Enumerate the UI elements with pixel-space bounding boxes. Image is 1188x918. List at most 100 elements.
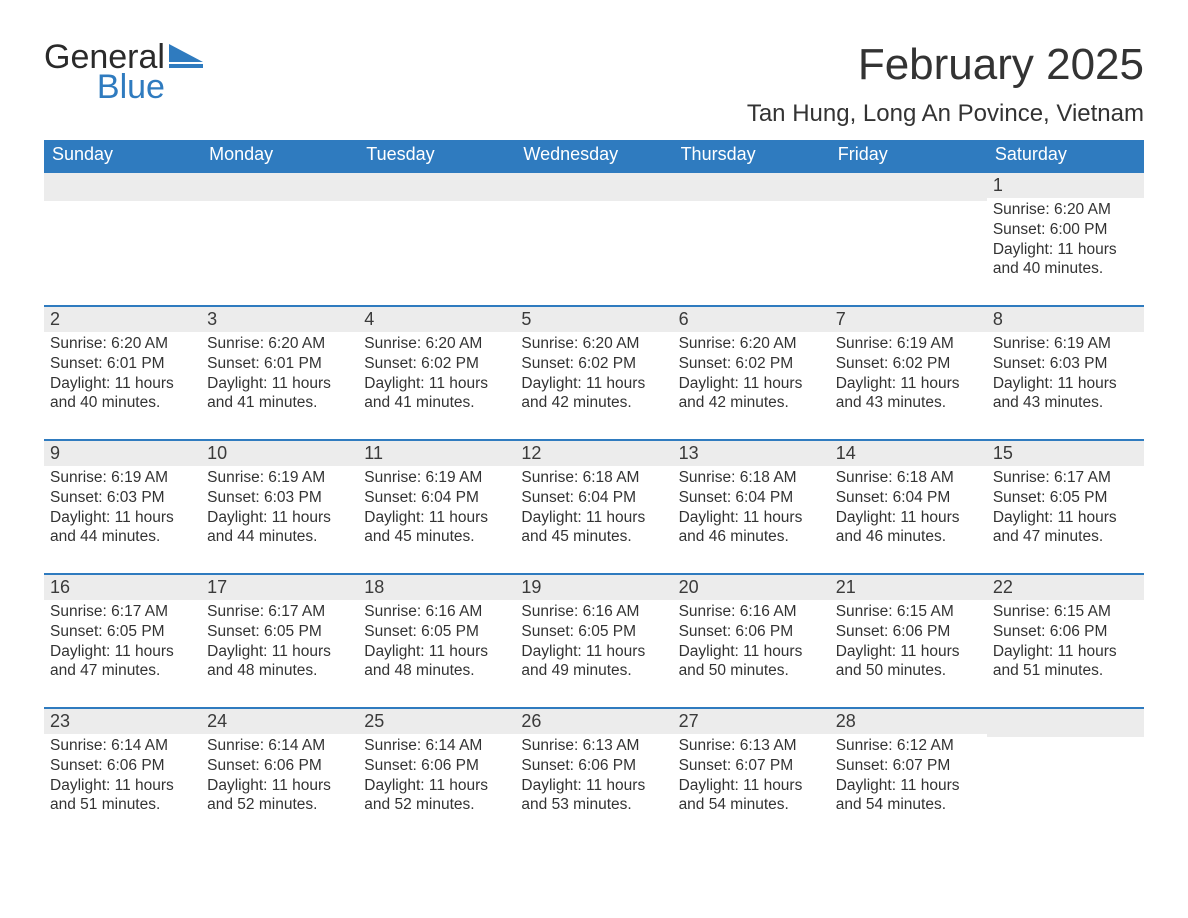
day2-line: and 51 minutes. — [50, 795, 193, 815]
day2-line: and 47 minutes. — [993, 527, 1136, 547]
day-number: 21 — [830, 575, 987, 600]
day-cell: 5Sunrise: 6:20 AMSunset: 6:02 PMDaylight… — [515, 307, 672, 435]
day-cell: 6Sunrise: 6:20 AMSunset: 6:02 PMDaylight… — [673, 307, 830, 435]
logo-text: General Blue — [44, 40, 165, 104]
day1-line: Daylight: 11 hours — [993, 508, 1136, 528]
day-cell: 21Sunrise: 6:15 AMSunset: 6:06 PMDayligh… — [830, 575, 987, 703]
day-number: 26 — [515, 709, 672, 734]
sunrise-line: Sunrise: 6:19 AM — [836, 334, 979, 354]
sunrise-line: Sunrise: 6:13 AM — [521, 736, 664, 756]
sunrise-line: Sunrise: 6:19 AM — [50, 468, 193, 488]
sunrise-line: Sunrise: 6:15 AM — [836, 602, 979, 622]
sunset-line: Sunset: 6:06 PM — [50, 756, 193, 776]
day-number: 4 — [358, 307, 515, 332]
calendar-week: 2Sunrise: 6:20 AMSunset: 6:01 PMDaylight… — [44, 305, 1144, 435]
day-cell: 7Sunrise: 6:19 AMSunset: 6:02 PMDaylight… — [830, 307, 987, 435]
day1-line: Daylight: 11 hours — [50, 776, 193, 796]
day2-line: and 45 minutes. — [521, 527, 664, 547]
day2-line: and 53 minutes. — [521, 795, 664, 815]
day2-line: and 44 minutes. — [207, 527, 350, 547]
sunset-line: Sunset: 6:06 PM — [207, 756, 350, 776]
sun-info: Sunrise: 6:18 AMSunset: 6:04 PMDaylight:… — [836, 468, 979, 547]
sunset-line: Sunset: 6:04 PM — [364, 488, 507, 508]
day2-line: and 43 minutes. — [993, 393, 1136, 413]
day2-line: and 40 minutes. — [50, 393, 193, 413]
weekday-wednesday: Wednesday — [515, 140, 672, 171]
day1-line: Daylight: 11 hours — [364, 776, 507, 796]
sunset-line: Sunset: 6:05 PM — [207, 622, 350, 642]
day-number: 13 — [673, 441, 830, 466]
day-cell: 22Sunrise: 6:15 AMSunset: 6:06 PMDayligh… — [987, 575, 1144, 703]
day-number: 1 — [987, 173, 1144, 198]
day-number: 10 — [201, 441, 358, 466]
sunrise-line: Sunrise: 6:19 AM — [993, 334, 1136, 354]
sunset-line: Sunset: 6:05 PM — [993, 488, 1136, 508]
sunrise-line: Sunrise: 6:17 AM — [50, 602, 193, 622]
day1-line: Daylight: 11 hours — [836, 776, 979, 796]
sun-info: Sunrise: 6:15 AMSunset: 6:06 PMDaylight:… — [836, 602, 979, 681]
sunset-line: Sunset: 6:03 PM — [993, 354, 1136, 374]
weekday-tuesday: Tuesday — [358, 140, 515, 171]
day1-line: Daylight: 11 hours — [207, 642, 350, 662]
day-cell: 24Sunrise: 6:14 AMSunset: 6:06 PMDayligh… — [201, 709, 358, 837]
flag-icon — [169, 44, 203, 68]
location: Tan Hung, Long An Povince, Vietnam — [747, 100, 1144, 128]
day-cell: 19Sunrise: 6:16 AMSunset: 6:05 PMDayligh… — [515, 575, 672, 703]
sunset-line: Sunset: 6:02 PM — [364, 354, 507, 374]
day-number — [358, 173, 515, 201]
day1-line: Daylight: 11 hours — [207, 508, 350, 528]
day2-line: and 43 minutes. — [836, 393, 979, 413]
day1-line: Daylight: 11 hours — [836, 642, 979, 662]
day2-line: and 41 minutes. — [364, 393, 507, 413]
sunset-line: Sunset: 6:05 PM — [50, 622, 193, 642]
sun-info: Sunrise: 6:20 AMSunset: 6:01 PMDaylight:… — [207, 334, 350, 413]
sun-info: Sunrise: 6:19 AMSunset: 6:03 PMDaylight:… — [207, 468, 350, 547]
sunset-line: Sunset: 6:07 PM — [679, 756, 822, 776]
day1-line: Daylight: 11 hours — [679, 776, 822, 796]
calendar-week: 1Sunrise: 6:20 AMSunset: 6:00 PMDaylight… — [44, 171, 1144, 301]
day2-line: and 46 minutes. — [836, 527, 979, 547]
sunrise-line: Sunrise: 6:19 AM — [364, 468, 507, 488]
sun-info: Sunrise: 6:16 AMSunset: 6:06 PMDaylight:… — [679, 602, 822, 681]
calendar-page: General Blue February 2025 Tan Hung, Lon… — [0, 0, 1188, 881]
sun-info: Sunrise: 6:13 AMSunset: 6:06 PMDaylight:… — [521, 736, 664, 815]
sun-info: Sunrise: 6:16 AMSunset: 6:05 PMDaylight:… — [521, 602, 664, 681]
page-title: February 2025 — [747, 40, 1144, 90]
day-number: 3 — [201, 307, 358, 332]
day-cell: 4Sunrise: 6:20 AMSunset: 6:02 PMDaylight… — [358, 307, 515, 435]
sunrise-line: Sunrise: 6:15 AM — [993, 602, 1136, 622]
day1-line: Daylight: 11 hours — [679, 508, 822, 528]
day2-line: and 45 minutes. — [364, 527, 507, 547]
day-number: 15 — [987, 441, 1144, 466]
day1-line: Daylight: 11 hours — [679, 374, 822, 394]
sunset-line: Sunset: 6:06 PM — [521, 756, 664, 776]
day1-line: Daylight: 11 hours — [207, 776, 350, 796]
sun-info: Sunrise: 6:17 AMSunset: 6:05 PMDaylight:… — [207, 602, 350, 681]
sun-info: Sunrise: 6:14 AMSunset: 6:06 PMDaylight:… — [364, 736, 507, 815]
day-number: 16 — [44, 575, 201, 600]
day1-line: Daylight: 11 hours — [207, 374, 350, 394]
day-cell: 8Sunrise: 6:19 AMSunset: 6:03 PMDaylight… — [987, 307, 1144, 435]
day2-line: and 44 minutes. — [50, 527, 193, 547]
day-cell: 12Sunrise: 6:18 AMSunset: 6:04 PMDayligh… — [515, 441, 672, 569]
day-number: 17 — [201, 575, 358, 600]
day-cell — [515, 173, 672, 301]
sun-info: Sunrise: 6:20 AMSunset: 6:02 PMDaylight:… — [364, 334, 507, 413]
day-cell: 15Sunrise: 6:17 AMSunset: 6:05 PMDayligh… — [987, 441, 1144, 569]
sun-info: Sunrise: 6:12 AMSunset: 6:07 PMDaylight:… — [836, 736, 979, 815]
day-cell: 9Sunrise: 6:19 AMSunset: 6:03 PMDaylight… — [44, 441, 201, 569]
sunset-line: Sunset: 6:01 PM — [207, 354, 350, 374]
day2-line: and 49 minutes. — [521, 661, 664, 681]
day1-line: Daylight: 11 hours — [364, 642, 507, 662]
sun-info: Sunrise: 6:17 AMSunset: 6:05 PMDaylight:… — [993, 468, 1136, 547]
sunset-line: Sunset: 6:02 PM — [836, 354, 979, 374]
day-number — [201, 173, 358, 201]
sun-info: Sunrise: 6:14 AMSunset: 6:06 PMDaylight:… — [207, 736, 350, 815]
sunrise-line: Sunrise: 6:12 AM — [836, 736, 979, 756]
day-number: 11 — [358, 441, 515, 466]
day1-line: Daylight: 11 hours — [836, 508, 979, 528]
calendar-week: 9Sunrise: 6:19 AMSunset: 6:03 PMDaylight… — [44, 439, 1144, 569]
day1-line: Daylight: 11 hours — [521, 508, 664, 528]
sunrise-line: Sunrise: 6:18 AM — [836, 468, 979, 488]
day2-line: and 54 minutes. — [679, 795, 822, 815]
